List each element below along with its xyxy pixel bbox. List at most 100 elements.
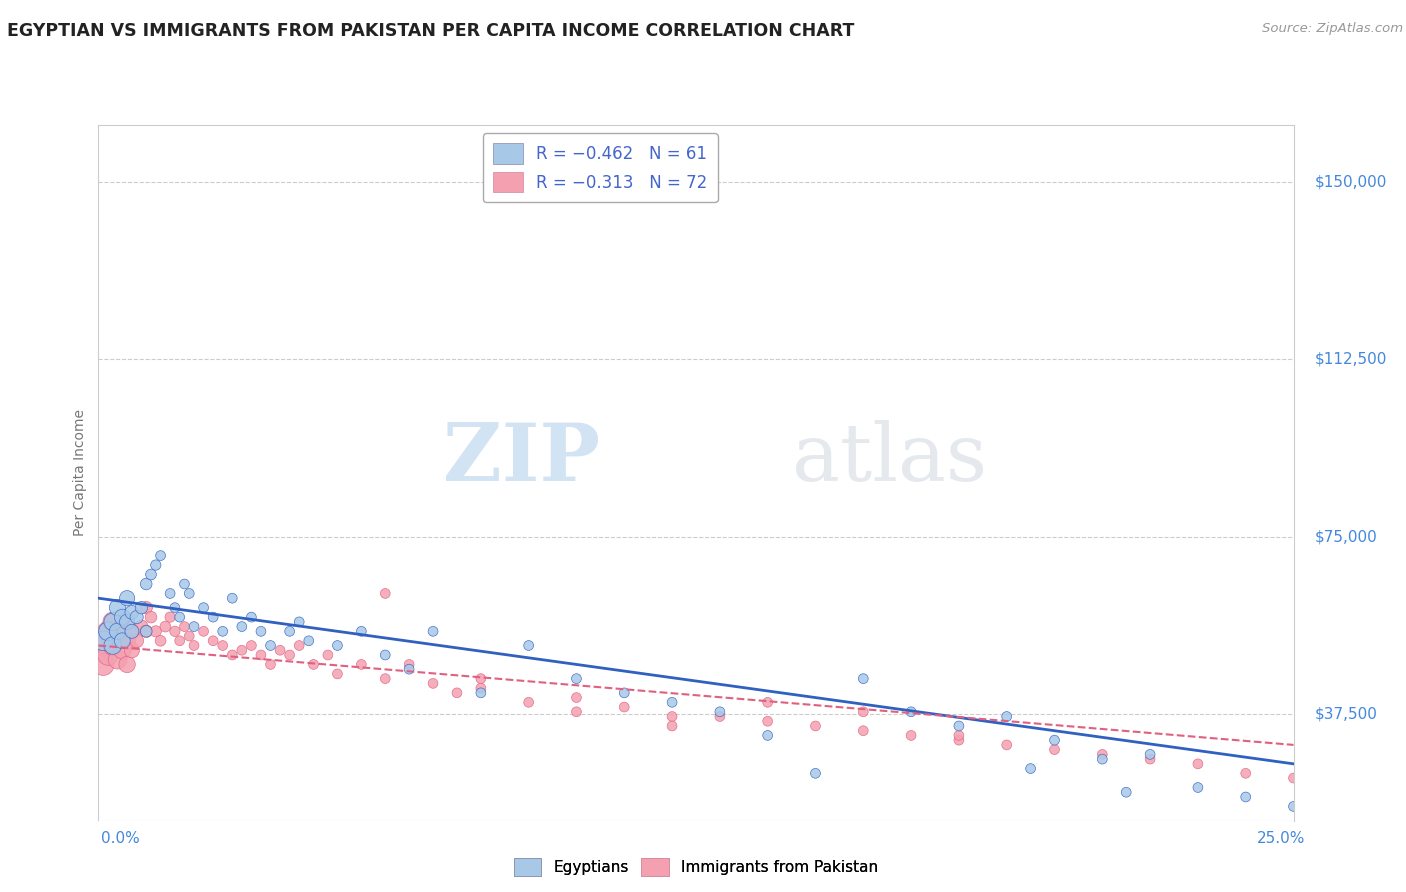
Text: Source: ZipAtlas.com: Source: ZipAtlas.com [1263,22,1403,36]
Point [1187,756,1209,771]
Point [91,639,114,653]
Point [149,549,172,563]
Text: 0.0%: 0.0% [101,831,141,846]
Point [211,639,233,653]
Point [202,610,225,624]
Point [159,610,181,624]
Point [125,610,148,624]
Point [139,567,162,582]
Point [374,586,396,600]
Point [278,624,301,639]
Point [125,633,148,648]
Point [288,639,311,653]
Point [169,610,191,624]
Point [169,633,191,648]
Point [173,619,195,633]
Point [709,705,731,719]
Point [398,662,420,676]
Point [135,624,157,639]
Point [111,610,134,624]
Point [517,695,540,709]
Point [1043,733,1066,747]
Text: 25.0%: 25.0% [1257,831,1305,846]
Point [131,619,153,633]
Point [517,639,540,653]
Point [231,643,253,657]
Point [374,648,396,662]
Point [115,657,138,672]
Point [240,639,263,653]
Point [948,733,970,747]
Point [259,639,281,653]
Point [145,624,167,639]
Point [852,705,875,719]
Point [135,600,157,615]
Point [115,633,138,648]
Point [565,690,588,705]
Text: EGYPTIAN VS IMMIGRANTS FROM PAKISTAN PER CAPITA INCOME CORRELATION CHART: EGYPTIAN VS IMMIGRANTS FROM PAKISTAN PER… [7,22,855,40]
Point [121,624,143,639]
Point [288,615,311,629]
Point [422,624,444,639]
Point [374,672,396,686]
Point [900,728,922,742]
Point [97,648,120,662]
Point [804,766,827,780]
Point [1019,762,1042,776]
Point [149,633,172,648]
Point [135,624,157,639]
Point [240,610,263,624]
Point [131,600,153,615]
Point [91,657,114,672]
Point [900,705,922,719]
Point [1091,747,1114,762]
Point [183,639,205,653]
Point [107,624,129,639]
Point [613,700,636,714]
Point [97,624,120,639]
Point [139,610,162,624]
Point [1043,742,1066,756]
Text: atlas: atlas [792,420,987,498]
Point [193,600,215,615]
Point [231,619,253,633]
Text: ZIP: ZIP [443,420,600,498]
Point [250,624,273,639]
Point [661,709,683,723]
Point [259,657,281,672]
Point [121,606,143,620]
Point [211,624,233,639]
Point [350,624,373,639]
Point [101,615,124,629]
Point [107,653,129,667]
Point [269,643,291,657]
Point [565,672,588,686]
Point [948,719,970,733]
Point [1234,766,1257,780]
Point [1139,747,1161,762]
Point [298,633,321,648]
Text: $75,000: $75,000 [1315,529,1378,544]
Point [326,639,349,653]
Point [278,648,301,662]
Point [326,667,349,681]
Point [111,643,134,657]
Point [159,586,181,600]
Point [1282,771,1305,785]
Point [115,591,138,606]
Point [756,695,779,709]
Point [183,619,205,633]
Point [155,619,177,633]
Point [1282,799,1305,814]
Point [115,615,138,629]
Point [470,686,492,700]
Point [316,648,339,662]
Point [1091,752,1114,766]
Text: $37,500: $37,500 [1315,706,1378,722]
Point [111,633,134,648]
Point [995,709,1018,723]
Point [163,600,186,615]
Point [101,615,124,629]
Point [470,681,492,695]
Point [250,648,273,662]
